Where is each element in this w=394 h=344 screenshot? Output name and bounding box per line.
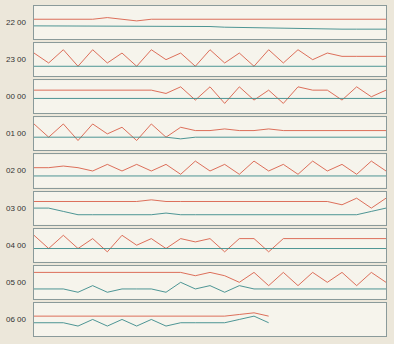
svg-text:02 00: 02 00 [6, 166, 27, 175]
svg-text:05 00: 05 00 [6, 278, 27, 287]
svg-text:00 00: 00 00 [6, 92, 27, 101]
svg-text:22 00: 22 00 [6, 18, 27, 27]
svg-text:06 00: 06 00 [6, 315, 27, 324]
svg-text:03 00: 03 00 [6, 204, 27, 213]
svg-text:01 00: 01 00 [6, 129, 27, 138]
svg-text:23 00: 23 00 [6, 55, 27, 64]
svg-text:04 00: 04 00 [6, 241, 27, 250]
